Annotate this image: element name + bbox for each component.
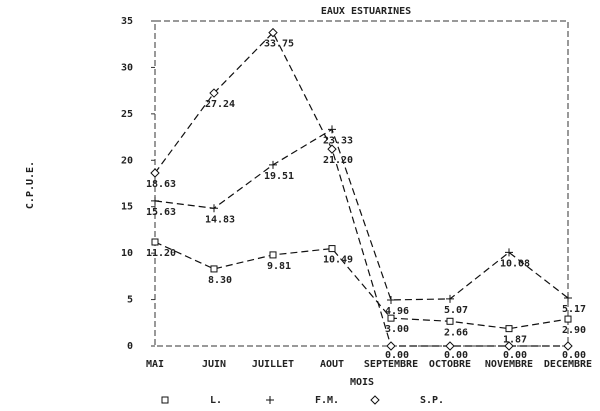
x-tick-label: OCTOBRE: [429, 359, 471, 370]
y-tick-label: 15: [121, 202, 133, 213]
data-label: 18.63: [146, 179, 176, 190]
data-label: 0.00: [503, 350, 527, 361]
marker: [563, 341, 573, 351]
data-label: 5.07: [444, 305, 468, 316]
data-label: 23.33: [323, 135, 353, 146]
marker: [446, 317, 454, 325]
marker: [387, 295, 395, 304]
x-tick-label: AOUT: [320, 359, 344, 370]
data-label: 9.81: [267, 261, 291, 272]
data-label: 33.75: [264, 39, 294, 50]
x-tick-label: MAI: [146, 359, 164, 370]
marker: [327, 144, 337, 154]
data-label: 11.20: [146, 248, 176, 259]
x-axis-label: MOIS: [350, 377, 374, 388]
data-label: 10.49: [323, 255, 353, 266]
data-label: 0.00: [444, 350, 468, 361]
data-label: 4.96: [385, 306, 409, 317]
marker: [210, 204, 218, 213]
series-line: [154, 31, 568, 347]
data-label: 19.51: [264, 171, 294, 182]
data-label: 3.00: [385, 324, 409, 335]
marker: [269, 160, 277, 169]
plot-frame: [154, 20, 569, 347]
marker: [210, 265, 218, 273]
marker: [387, 314, 395, 322]
marker: [446, 294, 454, 303]
data-label: 15.63: [146, 207, 176, 218]
legend-label: F.M.: [315, 395, 339, 406]
x-tick-label: JUIN: [202, 359, 226, 370]
y-tick-label: 20: [121, 155, 133, 166]
chart-title: EAUX ESTUARINES: [321, 6, 411, 17]
marker: [505, 248, 513, 257]
data-label: 8.30: [208, 275, 232, 286]
y-tick-label: 30: [121, 62, 133, 73]
marker: [328, 125, 336, 134]
marker: [386, 341, 396, 351]
y-tick-label: 5: [127, 295, 133, 306]
y-tick-label: 35: [121, 16, 133, 27]
y-tick-label: 10: [121, 248, 133, 259]
data-label: 5.17: [562, 304, 586, 315]
data-label: 0.00: [562, 350, 586, 361]
marker: [328, 245, 336, 253]
data-label: 0.00: [385, 350, 409, 361]
marker: [564, 293, 572, 302]
data-label: 2.66: [444, 327, 468, 338]
data-label: 21.20: [323, 155, 353, 166]
legend-marker: [266, 396, 274, 404]
data-label: 27.24: [205, 99, 235, 110]
marker: [151, 196, 159, 205]
data-label: 14.83: [205, 214, 235, 225]
legend-label: S.P.: [420, 395, 444, 406]
marker: [505, 325, 513, 333]
x-tick-label: JUILLET: [252, 359, 294, 370]
data-label: 10.08: [500, 258, 530, 269]
series-line: [154, 128, 569, 301]
legend-marker: [161, 396, 169, 404]
data-label: 2.90: [562, 325, 586, 336]
data-label: 1.87: [503, 335, 527, 346]
marker: [268, 27, 278, 38]
marker: [209, 88, 219, 98]
legend-label: L.: [210, 395, 222, 406]
marker: [269, 251, 277, 259]
marker: [150, 168, 160, 178]
marker: [445, 341, 455, 351]
x-tick-label: SEPTEMBRE: [364, 359, 418, 370]
marker: [504, 341, 514, 351]
y-axis-label: C.P.U.E.: [25, 161, 36, 209]
x-tick-label: NOVEMBRE: [485, 359, 533, 370]
x-tick-label: DECEMBRE: [544, 359, 592, 370]
legend-marker: [370, 395, 380, 405]
marker: [151, 238, 159, 246]
y-tick-label: 25: [121, 109, 133, 120]
marker: [564, 315, 572, 323]
y-tick-label: 0: [127, 341, 133, 352]
